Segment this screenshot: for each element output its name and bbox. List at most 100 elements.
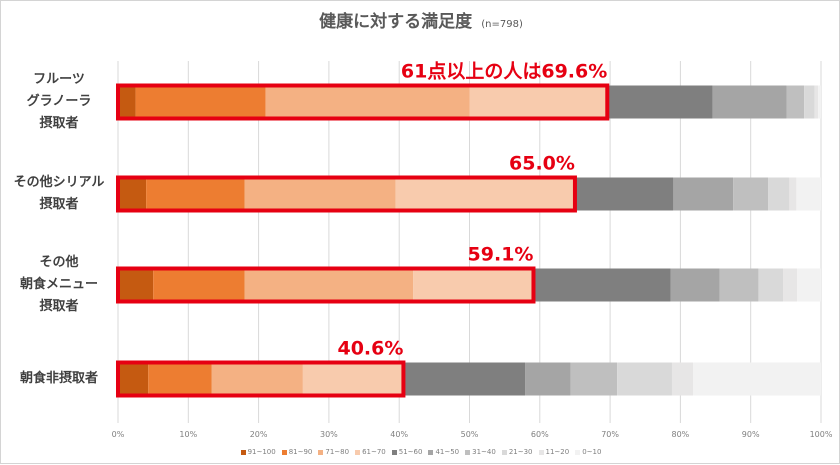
x-tick-label: 10% bbox=[179, 430, 197, 439]
bar-segment bbox=[670, 268, 720, 302]
bar-segment bbox=[719, 268, 759, 302]
legend-swatch bbox=[501, 449, 507, 455]
legend-label: 11~20 bbox=[545, 448, 570, 456]
category-label: その他シリアル 摂取者 bbox=[7, 172, 111, 216]
legend-swatch bbox=[281, 449, 287, 455]
chart-title: 健康に対する満足度 bbox=[319, 12, 473, 32]
category-label-line: 摂取者 bbox=[39, 299, 79, 314]
category-label-line: その他シリアル bbox=[13, 175, 105, 190]
bar-segment bbox=[525, 362, 571, 396]
legend-item: 31~40 bbox=[465, 448, 496, 456]
bar-segment bbox=[758, 268, 784, 302]
bar-segment bbox=[153, 268, 245, 302]
bar-segment bbox=[712, 85, 787, 119]
x-tick-label: 80% bbox=[672, 430, 690, 439]
legend-swatch bbox=[465, 449, 471, 455]
highlight-label: 59.1% bbox=[468, 244, 534, 266]
legend-item: 51~60 bbox=[391, 448, 423, 456]
highlight-box bbox=[116, 83, 610, 121]
legend-item: 0~10 bbox=[575, 448, 601, 456]
bar-segment bbox=[413, 268, 534, 302]
legend-label: 61~70 bbox=[362, 448, 386, 456]
category-label-line: その他 bbox=[39, 255, 79, 270]
legend-item: 81~90 bbox=[281, 448, 313, 456]
x-tick-label: 30% bbox=[320, 430, 338, 439]
legend-swatch bbox=[355, 449, 361, 455]
bar-segment bbox=[617, 362, 672, 396]
highlight-boxes: 61点以上の人は69.6% 65.0% 59.1% 40.6% bbox=[116, 61, 610, 398]
bars bbox=[118, 85, 821, 396]
category-label-line: 摂取者 bbox=[39, 197, 79, 212]
x-tick-label: 90% bbox=[742, 430, 760, 439]
bar-segment bbox=[796, 177, 821, 211]
bar-segment bbox=[804, 85, 815, 119]
legend-item: 21~30 bbox=[501, 448, 533, 456]
legend-label: 21~30 bbox=[508, 448, 533, 456]
bar-segment bbox=[403, 362, 526, 396]
x-tick-label: 20% bbox=[250, 430, 268, 439]
legend-item: 71~80 bbox=[318, 448, 349, 456]
bar-segment bbox=[789, 177, 797, 211]
bar-segment bbox=[135, 85, 266, 119]
legend-label: 51~60 bbox=[398, 448, 423, 456]
bar-segment bbox=[671, 362, 694, 396]
bar-segment bbox=[797, 268, 821, 302]
legend-item: 91~100 bbox=[240, 448, 276, 456]
highlight-box bbox=[116, 266, 536, 304]
x-tick-label: 60% bbox=[531, 430, 549, 439]
bar-segment bbox=[118, 268, 154, 302]
legend-swatch bbox=[391, 449, 397, 455]
bar-segment bbox=[265, 85, 470, 119]
x-axis-ticks: 0% 10% 20% 30% 40% 50% 60% 70% 80% 90% 100% bbox=[112, 430, 833, 439]
bar-segment bbox=[146, 177, 245, 211]
legend-label: 0~10 bbox=[582, 448, 602, 456]
bar-segment bbox=[118, 85, 136, 119]
x-tick-label: 70% bbox=[601, 430, 619, 439]
legend: 91~100 81~90 71~80 61~70 51~60 41~50 31~40 21~3… bbox=[1, 448, 840, 456]
highlight-box bbox=[116, 360, 406, 398]
legend-label: 31~40 bbox=[472, 448, 496, 456]
bar-segment bbox=[118, 362, 149, 396]
legend-label: 41~50 bbox=[435, 448, 460, 456]
legend-swatch bbox=[575, 449, 581, 455]
x-tick-label: 50% bbox=[461, 430, 479, 439]
legend-item: 61~70 bbox=[355, 448, 386, 456]
legend-label: 81~90 bbox=[288, 448, 313, 456]
bar-segment bbox=[673, 177, 734, 211]
bar-segment bbox=[148, 362, 212, 396]
category-label: その他 朝食メニュー 摂取者 bbox=[7, 252, 111, 318]
legend-swatch bbox=[428, 449, 434, 455]
bar-segment bbox=[786, 85, 805, 119]
bar-segment bbox=[118, 177, 147, 211]
bar-segment bbox=[783, 268, 798, 302]
legend-swatch bbox=[538, 449, 544, 455]
x-tick-label: 100% bbox=[810, 430, 833, 439]
sample-size-note: (n=798) bbox=[481, 19, 523, 30]
bar-segment bbox=[302, 362, 404, 396]
bar-segment bbox=[768, 177, 790, 211]
legend-swatch bbox=[240, 449, 246, 455]
legend-item: 11~20 bbox=[538, 448, 570, 456]
category-label: フルーツ グラノーラ 摂取者 bbox=[7, 69, 111, 135]
legend-label: 91~100 bbox=[247, 448, 276, 456]
bar-segment bbox=[574, 177, 674, 211]
x-tick-label: 0% bbox=[112, 430, 125, 439]
legend-label: 71~80 bbox=[325, 448, 350, 456]
bar-segment bbox=[733, 177, 769, 211]
bar-segment bbox=[533, 268, 671, 302]
bar-segment bbox=[469, 85, 608, 119]
legend-item: 41~50 bbox=[428, 448, 459, 456]
category-label-line: フルーツ bbox=[33, 72, 85, 87]
bar-segment bbox=[818, 85, 821, 119]
category-label-line: 朝食非摂取者 bbox=[19, 371, 98, 386]
highlight-label: 61点以上の人は69.6% bbox=[401, 61, 607, 83]
highlight-label: 40.6% bbox=[337, 338, 403, 360]
bar-segment bbox=[570, 362, 618, 396]
bar-segment bbox=[211, 362, 303, 396]
bar-segment bbox=[244, 177, 396, 211]
bar-segment bbox=[395, 177, 575, 211]
chart-title-wrap: 健康に対する満足度 (n=798) bbox=[1, 7, 840, 32]
x-tick-label: 40% bbox=[390, 430, 408, 439]
legend-swatch bbox=[318, 449, 324, 455]
